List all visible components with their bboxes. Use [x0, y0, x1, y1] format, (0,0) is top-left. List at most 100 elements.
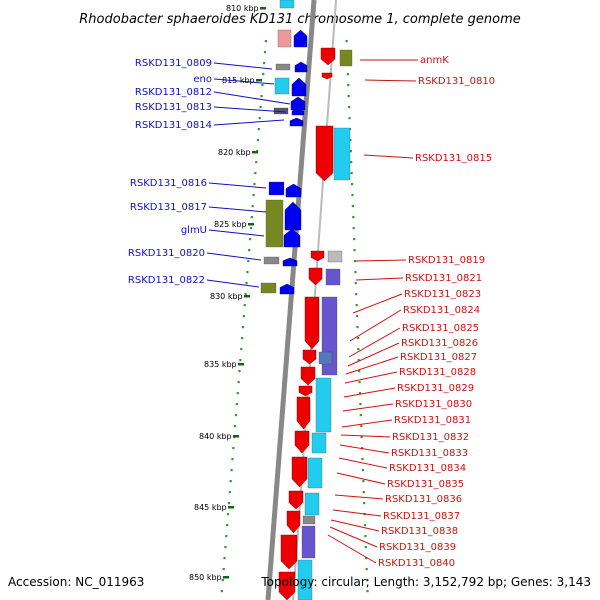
- leader-line: [213, 62, 273, 70]
- leader-line: [213, 78, 275, 85]
- guide-dot: [363, 502, 366, 505]
- leader-line: [208, 182, 267, 189]
- gene-arrow-reverse: [308, 267, 323, 286]
- leader-line: [213, 119, 285, 126]
- guide-dot: [345, 40, 348, 43]
- guide-dot: [353, 249, 356, 252]
- guide-dot: [356, 337, 360, 340]
- gene-label-reverse: RSKD131_0821: [405, 273, 482, 284]
- gene-label-reverse: RSKD131_0819: [408, 255, 485, 266]
- guide-dot: [236, 392, 239, 395]
- guide-dot: [353, 260, 357, 263]
- guide-dot: [258, 117, 261, 120]
- leader-line: [213, 106, 287, 113]
- scale-tick: [244, 295, 250, 298]
- guide-dot: [229, 480, 232, 483]
- guide-dot: [222, 568, 225, 571]
- leader-line: [329, 526, 378, 548]
- guide-dot: [249, 227, 253, 230]
- guide-dot: [366, 579, 369, 582]
- gene-label-reverse: RSKD131_0835: [387, 479, 464, 490]
- gene-label-forward: RSKD131_0814: [135, 120, 212, 131]
- scale-label: 840 kbp: [199, 432, 232, 441]
- scale-label: 845 kbp: [194, 503, 227, 512]
- guide-dot: [256, 139, 260, 142]
- gene-block: [279, 0, 295, 9]
- gene-block: [304, 492, 320, 516]
- gene-block: [339, 49, 353, 67]
- guide-dot: [223, 557, 226, 560]
- leader-line: [208, 206, 267, 213]
- gene-label-reverse: RSKD131_0827: [400, 352, 477, 363]
- guide-dot: [262, 73, 265, 76]
- gene-label-forward: RSKD131_0809: [135, 58, 212, 69]
- gene-arrow-reverse: [298, 385, 313, 397]
- guide-dot: [350, 183, 354, 186]
- gene-arrow-reverse: [315, 125, 334, 182]
- guide-dot: [350, 172, 353, 175]
- guide-dot: [225, 535, 228, 538]
- guide-dot: [349, 139, 352, 142]
- gene-block: [277, 29, 292, 48]
- leader-line: [343, 387, 396, 398]
- scale-tick: [233, 435, 239, 438]
- leader-line: [342, 403, 394, 412]
- gene-features: [260, 0, 353, 600]
- gene-label-forward: RSKD131_0820: [128, 248, 205, 259]
- gene-arrow-reverse: [288, 490, 304, 510]
- leader-line: [364, 79, 417, 82]
- gene-arrow-reverse: [296, 396, 311, 430]
- guide-dot: [365, 557, 368, 560]
- scale-tick: [238, 363, 244, 366]
- scale-label: 835 kbp: [204, 360, 237, 369]
- guide-dot: [251, 205, 254, 208]
- scale-tick: [260, 7, 266, 10]
- guide-dot: [349, 150, 352, 153]
- scale-ticks: 810 kbp 815 kbp 820 kbp 825 kbp 830 kbp 835 k…: [189, 4, 266, 582]
- guide-dot: [226, 524, 229, 527]
- guide-dot: [365, 568, 368, 571]
- guide-dot: [263, 62, 266, 65]
- guide-dot: [360, 436, 363, 439]
- guide-dot: [352, 216, 355, 219]
- guide-dot: [358, 381, 361, 384]
- gene-arrow-forward: [290, 96, 306, 111]
- guide-dot: [244, 293, 247, 296]
- accession-text: Accession: NC_011963: [8, 575, 144, 589]
- gene-arrow-forward: [279, 283, 295, 295]
- gene-block: [315, 377, 332, 433]
- gene-label-reverse: RSKD131_0840: [378, 558, 455, 569]
- leader-line: [332, 509, 382, 517]
- gene-block: [318, 351, 333, 365]
- guide-dot: [221, 579, 224, 582]
- gene-label-reverse: RSKD131_0836: [385, 494, 462, 505]
- gene-block: [302, 515, 316, 525]
- gene-block: [268, 181, 285, 196]
- gene-label-forward: eno: [193, 74, 212, 85]
- gene-arrow-forward: [282, 257, 298, 267]
- guide-dot: [226, 513, 230, 516]
- gene-label-reverse: RSKD131_0830: [395, 399, 472, 410]
- leader-line: [345, 356, 399, 375]
- leader-line: [206, 279, 260, 288]
- gene-label-reverse: RSKD131_0828: [399, 367, 476, 378]
- gene-label-forward: RSKD131_0822: [128, 275, 205, 286]
- guide-dot: [361, 469, 365, 472]
- guide-dot: [346, 73, 349, 76]
- guide-dot: [350, 161, 353, 164]
- guide-dot: [361, 458, 364, 461]
- guide-dot: [357, 359, 360, 362]
- guide-dot: [354, 282, 357, 285]
- guide-dot: [366, 590, 369, 593]
- gene-label-forward: RSKD131_0812: [135, 87, 212, 98]
- gene-block: [297, 559, 313, 600]
- gene-label-reverse: RSKD131_0810: [418, 76, 495, 87]
- scale-label: 830 kbp: [210, 292, 243, 301]
- guide-dot: [224, 546, 227, 549]
- leader-line: [340, 434, 391, 438]
- guide-dot: [354, 271, 357, 274]
- gene-block: [275, 63, 291, 71]
- gene-arrow-reverse: [320, 47, 336, 66]
- dotted-guides: [220, 40, 369, 593]
